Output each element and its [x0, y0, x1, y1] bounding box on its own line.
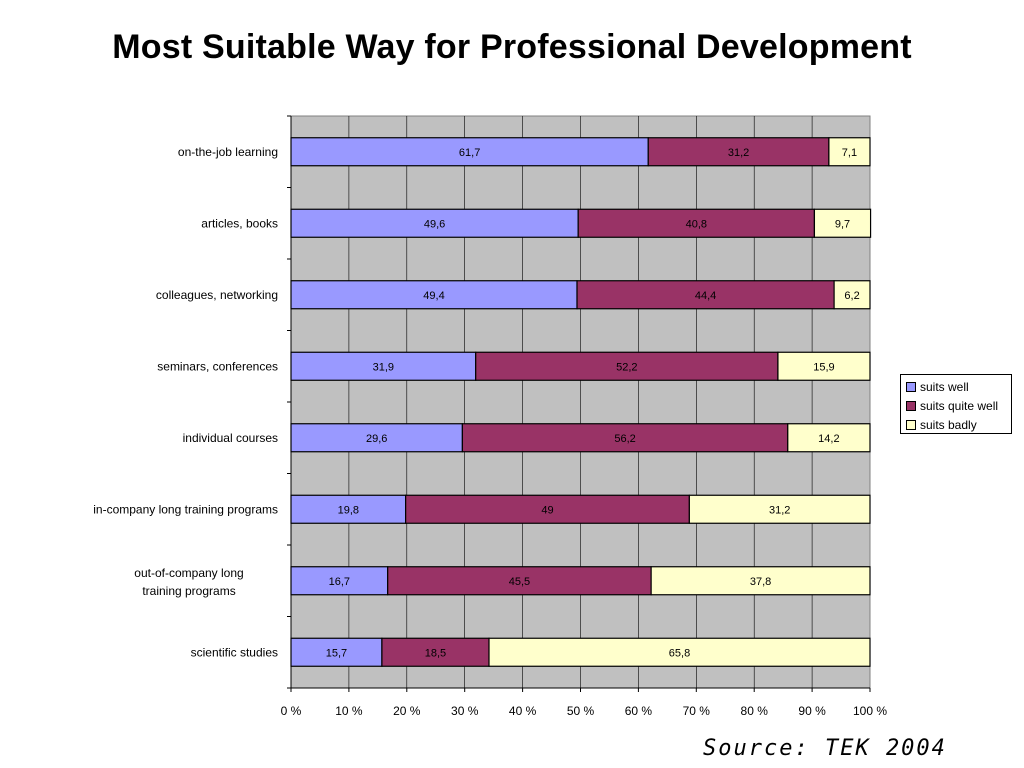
data-label: 6,2 — [844, 290, 859, 302]
x-tick-label: 20 % — [393, 704, 421, 718]
bar-segment — [381, 637, 490, 667]
category-label: scientific studies — [191, 645, 278, 659]
bar-segment — [290, 494, 407, 524]
data-label: 31,9 — [373, 361, 394, 373]
data-label: 49,4 — [423, 290, 444, 302]
chart-title: Most Suitable Way for Professional Devel… — [112, 28, 912, 66]
x-tick-label: 10 % — [335, 704, 363, 718]
data-label: 7,1 — [842, 147, 857, 159]
data-label: 9,7 — [835, 218, 850, 230]
bar-segment — [290, 351, 477, 381]
chart-legend: suits well suits quite well suits badly — [900, 374, 1012, 434]
legend-swatch — [906, 381, 916, 392]
x-tick-label: 60 % — [625, 704, 653, 718]
data-label: 31,2 — [728, 147, 749, 159]
legend-item: suits well — [906, 377, 1011, 396]
data-label: 56,2 — [614, 433, 635, 445]
x-tick-label: 50 % — [567, 704, 595, 718]
bar-segment — [647, 137, 830, 167]
bar-segment — [387, 566, 652, 596]
bar-segment — [290, 280, 578, 310]
data-label: 61,7 — [459, 147, 480, 159]
data-label: 40,8 — [686, 218, 707, 230]
legend-item: suits badly — [906, 415, 1011, 434]
bar-segment — [290, 637, 383, 667]
data-label: 37,8 — [750, 576, 771, 588]
data-label: 31,2 — [769, 504, 790, 516]
x-tick-label: 0 % — [281, 704, 302, 718]
category-label: articles, books — [201, 216, 278, 230]
data-label: 52,2 — [616, 361, 637, 373]
bar-segment — [475, 351, 779, 381]
bar-segment — [577, 208, 816, 238]
bar-segment — [290, 423, 463, 453]
category-label: colleagues, networking — [156, 288, 278, 302]
source-note: Source: TEK 2004 — [703, 736, 947, 761]
bar-segment — [787, 423, 871, 453]
x-tick-label: 40 % — [509, 704, 537, 718]
category-label: on-the-job learning — [178, 145, 278, 159]
data-label: 15,9 — [813, 361, 834, 373]
bar-segment — [813, 208, 872, 238]
data-label: 18,5 — [425, 647, 446, 659]
bar-segment — [833, 280, 871, 310]
data-label: 19,8 — [338, 504, 359, 516]
data-label: 44,4 — [695, 290, 716, 302]
category-label: individual courses — [183, 431, 278, 445]
category-label: seminars, conferences — [157, 359, 278, 373]
legend-item: suits quite well — [906, 396, 1011, 415]
bar-segment — [488, 637, 871, 667]
category-label: out-of-company long training programs — [134, 566, 243, 598]
x-tick-label: 100 % — [853, 704, 887, 718]
bar-segment — [290, 137, 649, 167]
bar-segment — [576, 280, 835, 310]
x-tick-label: 90 % — [798, 704, 826, 718]
bar-segment — [405, 494, 690, 524]
data-label: 49,6 — [424, 218, 445, 230]
legend-label: suits badly — [920, 417, 977, 432]
x-tick-label: 70 % — [683, 704, 711, 718]
category-label: in-company long training programs — [93, 502, 278, 516]
data-label: 65,8 — [669, 647, 690, 659]
bar-segment — [688, 494, 871, 524]
legend-swatch — [906, 419, 916, 430]
x-tick-label: 30 % — [451, 704, 479, 718]
data-label: 49 — [541, 504, 553, 516]
legend-label: suits well — [920, 379, 969, 394]
legend-swatch — [906, 400, 916, 411]
legend-label: suits quite well — [920, 398, 999, 413]
bar-segment — [777, 351, 871, 381]
x-tick-label: 80 % — [741, 704, 769, 718]
bar-segment — [290, 566, 389, 596]
data-label: 14,2 — [818, 433, 839, 445]
data-label: 29,6 — [366, 433, 387, 445]
bar-segment — [650, 566, 871, 596]
data-label: 16,7 — [329, 576, 350, 588]
data-label: 15,7 — [326, 647, 347, 659]
data-label: 45,5 — [509, 576, 530, 588]
bar-segment — [828, 137, 871, 167]
bar-segment — [290, 208, 579, 238]
